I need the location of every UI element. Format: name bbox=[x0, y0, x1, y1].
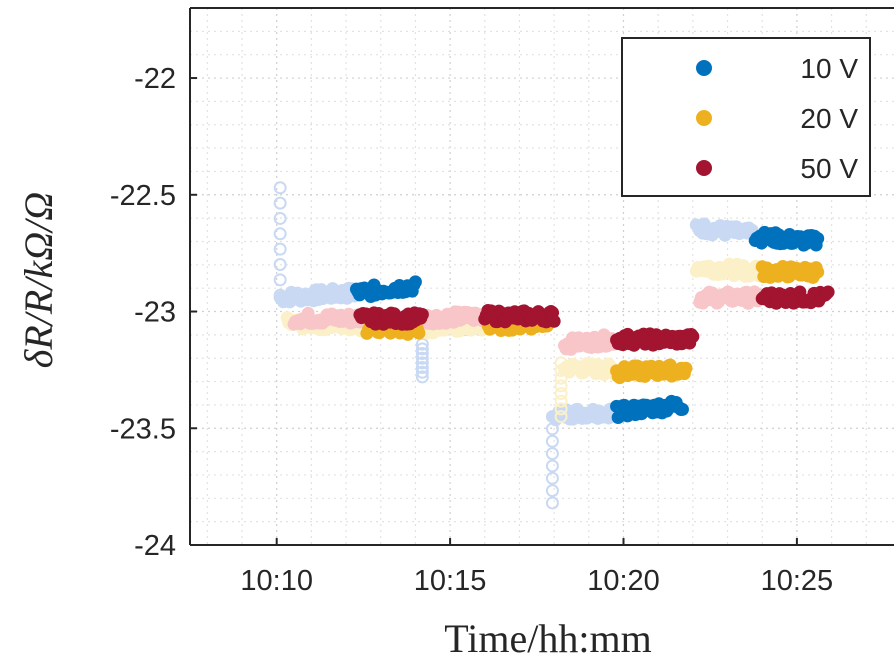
legend-label-50v: 50 V bbox=[800, 153, 858, 184]
legend-label-20v: 20 V bbox=[800, 103, 858, 134]
transient-point-20v bbox=[554, 356, 568, 370]
data-point-20v bbox=[811, 265, 825, 279]
data-point-50v bbox=[686, 329, 700, 343]
x-tick-label: 10:20 bbox=[587, 565, 660, 597]
transient-point-10v bbox=[273, 273, 287, 287]
legend-label-10v: 10 V bbox=[800, 53, 858, 84]
transient-point-20v bbox=[554, 402, 568, 416]
transient-point-10v bbox=[415, 351, 429, 365]
transient-point-10v bbox=[415, 370, 429, 384]
transient-point-10v bbox=[415, 361, 429, 375]
transient-point-10v bbox=[545, 422, 559, 436]
tick-labels: 10:10 10:15 10:20 10:25 -22 -22.5 -23 -23.5 -24 bbox=[110, 63, 833, 597]
legend-box bbox=[621, 37, 871, 197]
y-axis-title: δR/R/kΩ/Ω bbox=[16, 192, 61, 368]
transient-point-10v bbox=[273, 211, 287, 225]
transient-point-20v bbox=[554, 379, 568, 393]
x-tick-label: 10:15 bbox=[414, 565, 487, 597]
transient-point-10v bbox=[415, 342, 429, 356]
y-tick-label: -22.5 bbox=[110, 180, 176, 212]
transient-point-20v bbox=[554, 394, 568, 408]
transient-point-10v bbox=[415, 365, 429, 379]
transient-point-20v bbox=[554, 371, 568, 385]
data-point-10v bbox=[675, 402, 689, 416]
x-axis-title: Time/hh:mm bbox=[444, 616, 651, 661]
transient-point-10v bbox=[545, 410, 559, 424]
legend-marker-20v bbox=[696, 110, 712, 126]
transient-point-10v bbox=[273, 242, 287, 256]
transient-point-10v bbox=[415, 356, 429, 370]
transient-point-10v bbox=[273, 181, 287, 195]
data-point-10v bbox=[811, 232, 825, 246]
transient-point-10v bbox=[273, 196, 287, 210]
legend-marker-50v bbox=[696, 160, 712, 176]
transient-point-10v bbox=[545, 471, 559, 485]
x-tick-label: 10:10 bbox=[240, 565, 313, 597]
y-tick-label: -22 bbox=[134, 63, 176, 95]
y-tick-label: -23 bbox=[134, 297, 176, 329]
transient-point-10v bbox=[415, 347, 429, 361]
transient-point-10v bbox=[273, 288, 287, 302]
transient-point-10v bbox=[545, 484, 559, 498]
data-point-50v bbox=[821, 285, 835, 299]
legend-marker-10v bbox=[696, 60, 712, 76]
transient-point-10v bbox=[545, 459, 559, 473]
transient-point-10v bbox=[273, 227, 287, 241]
y-tick-label: -23.5 bbox=[110, 413, 176, 445]
data-point-50v bbox=[547, 314, 561, 328]
data-point-20v bbox=[412, 326, 426, 340]
data-point-10v bbox=[408, 275, 422, 289]
data-point-20v bbox=[679, 361, 693, 375]
axes bbox=[189, 7, 894, 546]
legend: 10 V 20 V 50 V bbox=[621, 37, 871, 197]
x-tick-label: 10:25 bbox=[761, 565, 834, 597]
transient-point-10v bbox=[545, 496, 559, 510]
data-marks bbox=[273, 181, 835, 510]
transient-point-10v bbox=[415, 337, 429, 351]
transient-point-20v bbox=[554, 410, 568, 424]
data-point-50v bbox=[415, 308, 429, 322]
transient-point-10v bbox=[545, 447, 559, 461]
y-tick-label: -24 bbox=[134, 530, 176, 562]
transient-point-10v bbox=[545, 434, 559, 448]
transient-point-10v bbox=[273, 257, 287, 271]
transient-point-20v bbox=[554, 387, 568, 401]
transient-point-20v bbox=[554, 364, 568, 378]
